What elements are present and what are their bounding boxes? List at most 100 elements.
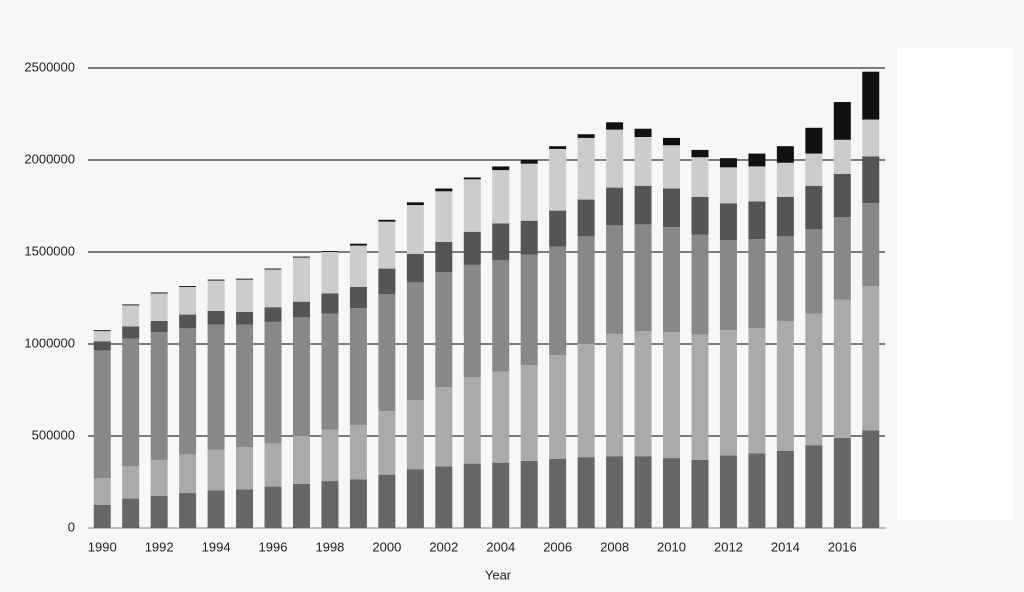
- bar-segment: [435, 188, 453, 192]
- bar-segment: [691, 149, 709, 158]
- bar-segment: [122, 305, 140, 327]
- bar-segment: [862, 156, 880, 204]
- bar-segment: [179, 286, 197, 287]
- bar-segment: [435, 466, 453, 528]
- bar-segment: [862, 286, 880, 431]
- bar-segment: [776, 196, 794, 237]
- bar-segment: [862, 430, 880, 528]
- bar-segment: [520, 220, 538, 255]
- bar-segment: [663, 458, 681, 528]
- bar-segment: [549, 355, 567, 459]
- x-tick-label: 2012: [714, 539, 743, 554]
- bar-segment: [719, 167, 737, 204]
- bar-segment: [719, 455, 737, 528]
- x-axis-title: Year: [485, 567, 512, 582]
- bar-segment: [776, 146, 794, 163]
- bar-segment: [805, 153, 823, 186]
- bar-segment: [719, 240, 737, 331]
- bar-segment: [264, 443, 282, 487]
- bar-segment: [93, 330, 111, 332]
- bar-segment: [833, 102, 851, 140]
- bar-segment: [292, 317, 310, 436]
- bar-segment: [691, 234, 709, 335]
- bar-segment: [150, 332, 168, 460]
- bar-segment: [406, 469, 424, 528]
- bar-segment: [236, 324, 254, 448]
- bar-segment: [805, 313, 823, 446]
- bar-segment: [719, 330, 737, 456]
- bar-segment: [264, 269, 282, 308]
- x-tick-label: 2002: [429, 539, 458, 554]
- bar-segment: [520, 460, 538, 528]
- y-tick-label: 0: [68, 519, 75, 534]
- bar-segment: [634, 331, 652, 457]
- bar-segment: [207, 279, 225, 281]
- x-tick-label: 1996: [259, 539, 288, 554]
- bar-segment: [179, 314, 197, 329]
- bar-segment: [634, 456, 652, 528]
- bar-segment: [833, 139, 851, 174]
- bar-segment: [150, 292, 168, 294]
- bar-segment: [179, 493, 197, 528]
- bar-segment: [492, 371, 510, 463]
- bar-segment: [264, 268, 282, 270]
- bar-segment: [435, 241, 453, 273]
- bar-segment: [435, 191, 453, 242]
- bar-segment: [862, 119, 880, 157]
- bar-segment: [292, 436, 310, 484]
- bar-segment: [179, 286, 197, 315]
- bar-segment: [236, 447, 254, 490]
- bar-segment: [321, 293, 339, 314]
- bar-segment: [549, 210, 567, 247]
- bar-segment: [122, 338, 140, 467]
- bar-segment: [150, 459, 168, 496]
- bar-segment: [805, 445, 823, 528]
- bar-segment: [463, 177, 481, 180]
- bar-segment: [862, 203, 880, 287]
- bar-segment: [862, 71, 880, 120]
- bar-segment: [719, 158, 737, 168]
- bar-segment: [492, 170, 510, 224]
- bar-segment: [577, 137, 595, 200]
- bar-segment: [463, 179, 481, 232]
- bar-segment: [805, 229, 823, 314]
- bar-segment: [321, 251, 339, 252]
- bar-segment: [577, 236, 595, 344]
- bar-segment: [207, 324, 225, 450]
- y-tick-label: 500000: [32, 427, 75, 442]
- bar-segment: [520, 254, 538, 366]
- bar-segment: [236, 311, 254, 325]
- bar-segment: [833, 173, 851, 218]
- bar-segment: [606, 333, 624, 457]
- x-tick-label: 2016: [828, 539, 857, 554]
- y-tick-label: 2500000: [24, 59, 75, 74]
- bar-segment: [606, 456, 624, 528]
- y-tick-label: 2000000: [24, 151, 75, 166]
- bar-segment: [463, 264, 481, 378]
- bar-segment: [577, 457, 595, 528]
- bar-segment: [748, 453, 766, 528]
- bar-segment: [520, 163, 538, 221]
- x-tick-label: 2000: [372, 539, 401, 554]
- bar-segment: [463, 231, 481, 265]
- y-tick-label: 1000000: [24, 335, 75, 350]
- bar-segment: [577, 344, 595, 458]
- bar-segment: [264, 486, 282, 528]
- bar-segment: [122, 466, 140, 499]
- bar-segment: [406, 282, 424, 401]
- bar-segment: [406, 202, 424, 206]
- bar-segment: [150, 495, 168, 528]
- bar-segment: [122, 326, 140, 339]
- bar-segment: [577, 199, 595, 237]
- bar-segment: [321, 429, 339, 482]
- bar-segment: [748, 153, 766, 167]
- bar-segment: [236, 489, 254, 528]
- bar-segment: [378, 411, 396, 475]
- bar-segment: [776, 321, 794, 451]
- bar-segment: [719, 203, 737, 241]
- x-tick-label: 2014: [771, 539, 800, 554]
- bar-segment: [93, 341, 111, 351]
- bar-segment: [435, 387, 453, 467]
